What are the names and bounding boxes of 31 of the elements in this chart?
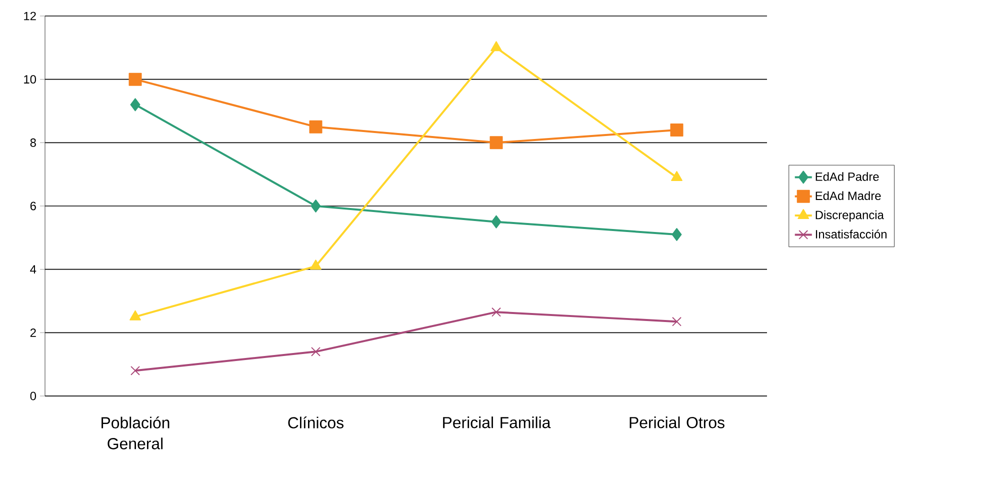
point [309, 120, 322, 134]
point [490, 41, 502, 52]
x-tick-label: Población General [102, 416, 170, 450]
point [130, 310, 141, 320]
y-tick-label: 6 [30, 202, 36, 210]
point [128, 72, 142, 86]
point [671, 170, 682, 181]
y-tick-label: 2 [30, 328, 36, 337]
point [670, 123, 684, 136]
y-tick-label: 0 [30, 392, 36, 400]
x-tick-label: Pericial Familia [443, 416, 551, 428]
legend-label: EdAd Padre [816, 172, 879, 181]
point [490, 136, 503, 150]
x-tick-label: Clínicos [288, 416, 344, 428]
point [672, 316, 682, 326]
y-tick-label: 12 [24, 12, 36, 20]
point [130, 366, 140, 376]
legend-label: Insatisfacción [816, 230, 887, 238]
x-tick-label: Pericial Otros [630, 416, 724, 428]
legend-label: EdAd Madre [816, 191, 881, 200]
y-tick-label: 4 [30, 265, 36, 274]
y-tick-label: 8 [30, 138, 36, 147]
legend-label: Discrepancia [816, 210, 884, 222]
point [492, 307, 501, 317]
point [672, 228, 682, 241]
point [310, 199, 321, 212]
y-tick-label: 10 [24, 75, 36, 84]
point [491, 215, 502, 228]
point [130, 98, 140, 112]
point [311, 346, 320, 356]
point [310, 260, 322, 270]
